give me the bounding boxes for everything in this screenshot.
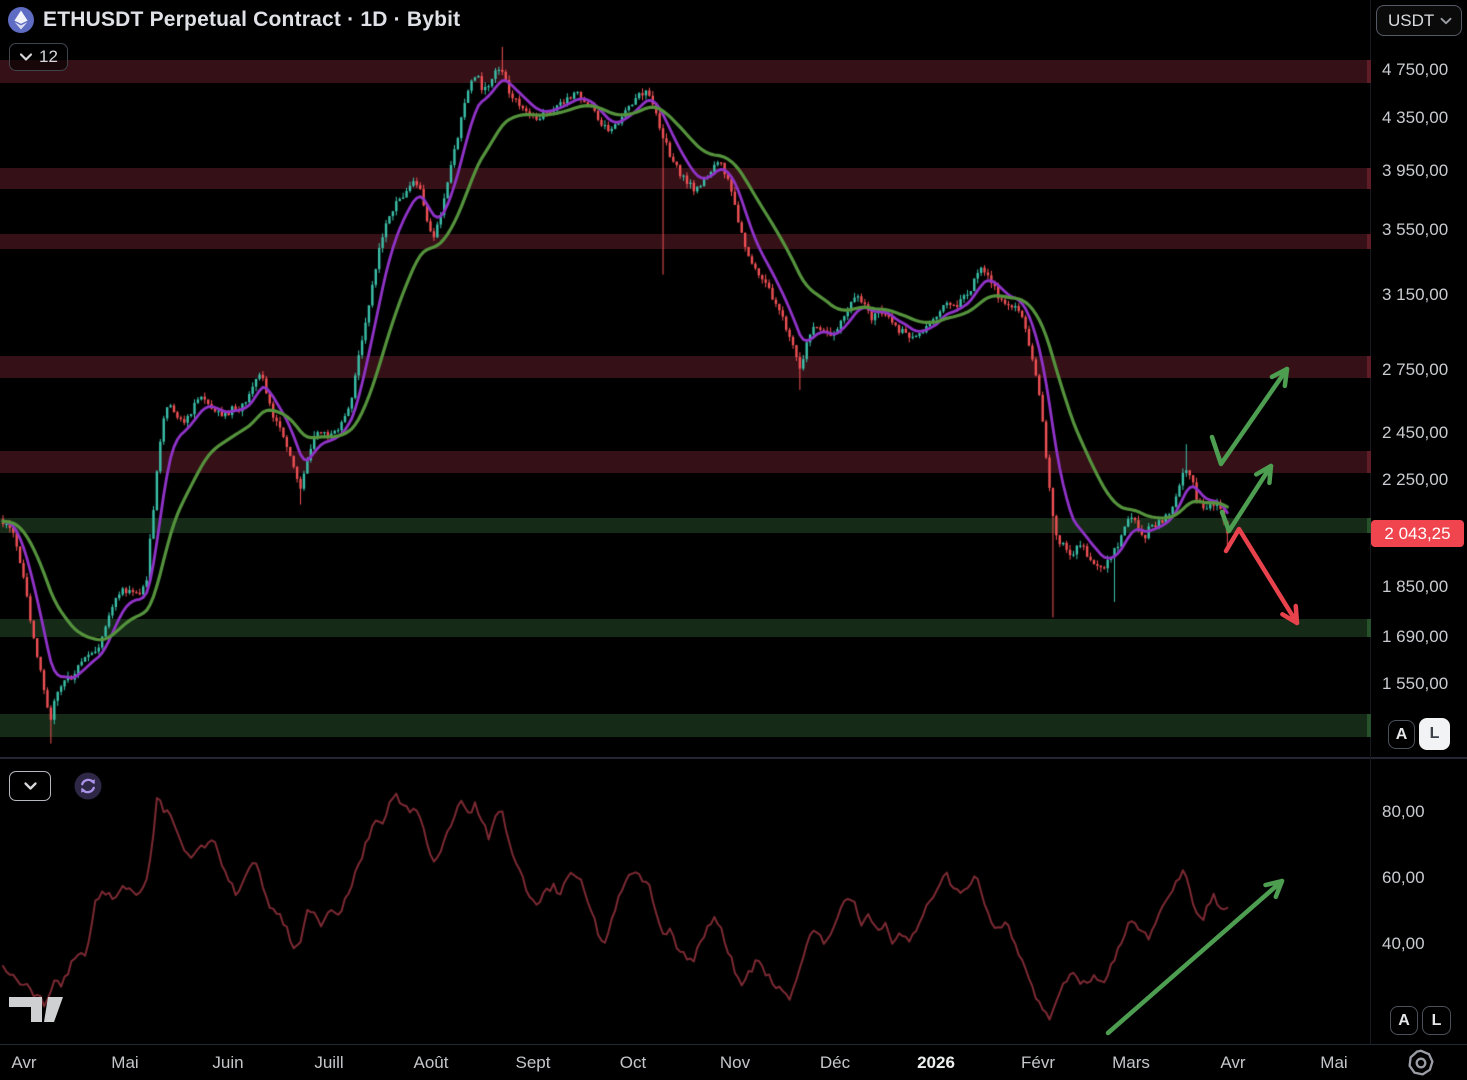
symbol-title: ETHUSDT Perpetual Contract · 1D · Bybit (43, 8, 461, 31)
refresh-icon[interactable] (73, 771, 103, 801)
support-zone-axis-mark (1367, 517, 1371, 534)
price-chart-canvas[interactable] (0, 0, 1370, 757)
time-tick: Juill (314, 1052, 344, 1072)
oscillator-pane[interactable] (0, 760, 1370, 1045)
last-price-value: 2 043,25 (1384, 523, 1451, 543)
price-tick: 3 950,00 (1382, 161, 1449, 181)
last-price-label: 2 043,25 (1371, 520, 1464, 547)
oscillator-tick: 80,00 (1382, 802, 1425, 821)
time-tick: Mai (1320, 1052, 1348, 1072)
chevron-down-icon (1440, 17, 1452, 24)
time-tick: Oct (619, 1052, 647, 1072)
resistance-zone-axis-mark (1367, 355, 1371, 379)
time-tick: Nov (719, 1052, 751, 1072)
chevron-down-icon (19, 53, 33, 61)
tradingview-logo[interactable] (8, 994, 66, 1026)
time-tick: Juin (212, 1052, 244, 1072)
time-tick: Févr (1021, 1052, 1055, 1072)
currency-value: USDT (1388, 10, 1435, 30)
time-axis[interactable]: Avr Mai Juin Juill Août Sept Oct Nov Déc 2026 Févr… (0, 1045, 1467, 1080)
oscillator-tick: 40,00 (1382, 934, 1425, 953)
time-tick: Déc (819, 1052, 851, 1072)
symbol-header[interactable]: ETHUSDT Perpetual Contract · 1D · Bybit (8, 7, 460, 33)
time-tick: 2026 (917, 1052, 955, 1072)
auto-scale-label: A (1398, 1011, 1410, 1029)
time-tick: Mars (1112, 1052, 1150, 1072)
legend-count: 12 (39, 47, 58, 66)
resistance-zone-axis-mark (1367, 450, 1371, 473)
time-tick: Avr (1220, 1052, 1246, 1072)
oscillator-tick: 60,00 (1382, 868, 1425, 887)
time-tick: Août (413, 1052, 449, 1072)
price-tick: 4 350,00 (1382, 108, 1449, 128)
time-tick: Mai (111, 1052, 139, 1072)
oscillator-canvas[interactable] (0, 760, 1370, 1045)
time-tick: Sept (515, 1052, 551, 1072)
price-tick: 1 690,00 (1382, 626, 1449, 646)
price-tick: 4 750,00 (1382, 60, 1449, 79)
resistance-zone-axis-mark (1367, 168, 1371, 190)
log-scale-label: L (1429, 725, 1440, 742)
ethereum-icon (8, 7, 34, 33)
chevron-down-icon (23, 782, 37, 790)
log-scale-button[interactable]: L (1419, 718, 1450, 750)
resistance-zone-axis-mark (1367, 234, 1371, 249)
currency-dropdown[interactable]: USDT (1376, 5, 1462, 36)
auto-scale-label: A (1395, 725, 1408, 743)
price-tick: 3 550,00 (1382, 219, 1449, 239)
time-tick: Avr (11, 1052, 37, 1072)
support-zone-axis-mark (1367, 618, 1371, 637)
price-tick: 1 850,00 (1382, 576, 1449, 596)
price-tick: 2 250,00 (1382, 469, 1449, 489)
price-tick: 2 750,00 (1382, 359, 1449, 379)
oscillator-log-scale-button[interactable]: L (1422, 1006, 1451, 1035)
time-axis-divider (0, 1044, 1467, 1045)
support-zone-axis-mark (1367, 713, 1371, 737)
auto-scale-button[interactable]: A (1388, 720, 1415, 749)
legend-collapse-button[interactable]: 12 (9, 43, 68, 71)
oscillator-axis[interactable]: 80,00 60,00 40,00 (1370, 760, 1467, 1044)
price-tick: 2 450,00 (1382, 422, 1449, 442)
log-scale-label: L (1431, 1011, 1442, 1029)
resistance-zone-axis-mark (1367, 60, 1371, 83)
price-tick: 1 550,00 (1382, 673, 1449, 693)
gear-icon[interactable] (1406, 1048, 1436, 1078)
pane-divider[interactable] (0, 757, 1467, 759)
price-pane[interactable] (0, 0, 1370, 757)
oscillator-collapse-button[interactable] (9, 771, 51, 801)
oscillator-auto-scale-button[interactable]: A (1390, 1006, 1418, 1035)
price-axis[interactable]: 4 750,00 4 350,00 3 950,00 3 550,00 3 150,00… (1367, 0, 1467, 757)
price-tick: 3 150,00 (1382, 285, 1449, 305)
